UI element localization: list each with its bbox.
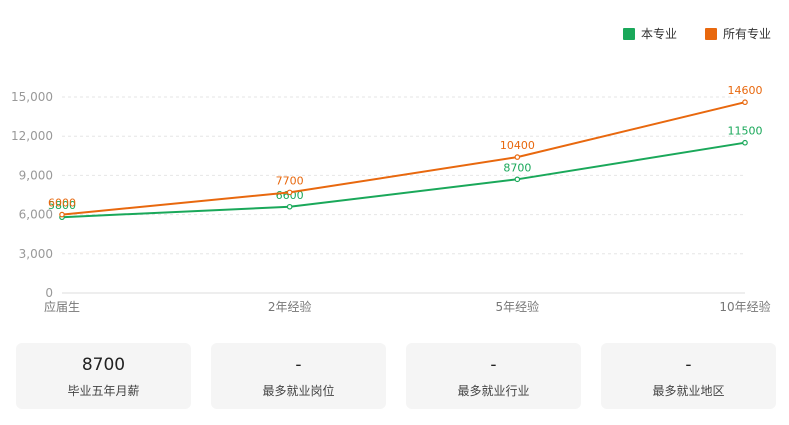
- x-tick-label: 5年经验: [496, 299, 540, 314]
- y-tick-label: 6,000: [19, 208, 53, 222]
- x-tick-label: 10年经验: [719, 299, 770, 314]
- legend-item-all[interactable]: 所有专业: [704, 25, 771, 42]
- card-value: -: [490, 354, 497, 375]
- legend-label-major: 本专业: [640, 27, 677, 41]
- y-tick-label: 9,000: [19, 168, 53, 182]
- data-point: [286, 203, 293, 210]
- x-tick-label: 应届生: [44, 299, 80, 314]
- card-five-year-salary: 8700 毕业五年月薪: [16, 343, 191, 409]
- legend-label-all: 所有专业: [722, 27, 771, 41]
- data-point: [514, 154, 521, 160]
- card-top-industry: - 最多就业行业: [406, 343, 581, 409]
- data-point: [742, 139, 748, 146]
- data-point: [514, 176, 521, 183]
- data-point: [742, 99, 748, 106]
- data-label: 14600: [728, 84, 763, 97]
- card-label: 毕业五年月薪: [67, 383, 140, 398]
- card-top-position: - 最多就业岗位: [211, 343, 386, 409]
- card-value: 8700: [81, 354, 126, 375]
- data-label: 11500: [728, 125, 763, 138]
- y-tick-label: 3,000: [19, 247, 53, 261]
- series-line-1: [61, 101, 746, 216]
- data-label: 10400: [500, 139, 535, 152]
- data-point: [59, 211, 65, 218]
- summary-cards: 8700 毕业五年月薪 - 最多就业岗位 - 最多就业行业 - 最多就业地区: [16, 343, 776, 409]
- card-value: -: [295, 354, 302, 375]
- card-label: 最多就业行业: [457, 383, 530, 398]
- x-tick-label: 2年经验: [268, 299, 312, 314]
- card-label: 最多就业岗位: [262, 383, 335, 398]
- legend-swatch-all: [704, 27, 717, 40]
- series-line-0: [61, 141, 746, 219]
- y-tick-label: 15,000: [11, 90, 53, 104]
- y-tick-label: 12,000: [11, 129, 53, 143]
- card-value: -: [685, 354, 692, 375]
- card-top-region: - 最多就业地区: [601, 343, 776, 409]
- data-label: 5800: [48, 199, 76, 212]
- data-label: 7700: [276, 174, 304, 187]
- card-label: 最多就业地区: [652, 383, 725, 398]
- legend-item-major[interactable]: 本专业: [622, 25, 677, 42]
- data-label: 6000: [48, 197, 76, 210]
- salary-line-chart: 0 3,000 6,000 9,000 12,000 15,000 应届生 2年经验 5年经验 1…: [11, 84, 771, 314]
- chart-legend: 本专业 所有专业: [622, 25, 771, 42]
- legend-swatch-major: [622, 27, 635, 40]
- y-tick-label: 0: [45, 286, 53, 300]
- data-label: 8700: [503, 161, 531, 174]
- data-point: [286, 189, 293, 196]
